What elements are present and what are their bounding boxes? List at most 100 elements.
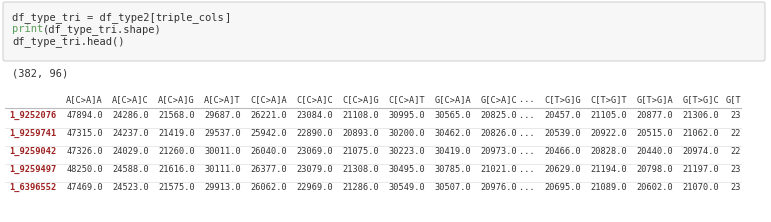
Text: 21075.0: 21075.0 [342,147,379,156]
Text: 20629.0: 20629.0 [544,165,581,174]
Text: 1_9252076: 1_9252076 [10,111,57,120]
Text: 21070.0: 21070.0 [682,183,719,192]
Text: 21197.0: 21197.0 [682,165,719,174]
Text: ...: ... [519,129,535,138]
Text: A[C>A]G: A[C>A]G [158,95,195,104]
Text: 20695.0: 20695.0 [544,183,581,192]
Text: 30549.0: 30549.0 [389,183,425,192]
Text: 29537.0: 29537.0 [204,129,241,138]
Text: 22: 22 [730,129,741,138]
Text: 47469.0: 47469.0 [66,183,103,192]
Text: 21306.0: 21306.0 [682,111,719,120]
Text: 21286.0: 21286.0 [342,183,379,192]
Text: 20826.0: 20826.0 [480,129,517,138]
Text: 21108.0: 21108.0 [342,111,379,120]
Text: 47315.0: 47315.0 [66,129,103,138]
Text: 20457.0: 20457.0 [544,111,581,120]
Text: 21021.0: 21021.0 [480,165,517,174]
Text: C[C>A]A: C[C>A]A [251,95,287,104]
Text: 1_6396552: 1_6396552 [10,183,57,192]
Text: 25942.0: 25942.0 [251,129,287,138]
Text: ]: ] [224,12,231,22]
Text: 21105.0: 21105.0 [591,111,627,120]
Text: 24523.0: 24523.0 [113,183,149,192]
Text: C[T>G]G: C[T>G]G [544,95,581,104]
Text: A[C>A]T: A[C>A]T [204,95,241,104]
Text: 20466.0: 20466.0 [544,147,581,156]
Text: 20976.0: 20976.0 [480,183,517,192]
Text: df_type_tri.head(): df_type_tri.head() [12,36,124,47]
Text: 23: 23 [730,165,741,174]
Text: 20974.0: 20974.0 [682,147,719,156]
Text: 47326.0: 47326.0 [66,147,103,156]
Text: 21260.0: 21260.0 [158,147,195,156]
Text: 1_9259741: 1_9259741 [10,129,57,138]
Text: 30419.0: 30419.0 [434,147,471,156]
Text: 21616.0: 21616.0 [158,165,195,174]
Text: A[C>A]C: A[C>A]C [113,95,149,104]
Text: 1_9259042: 1_9259042 [10,147,57,156]
Text: 20825.0: 20825.0 [480,111,517,120]
Text: 30011.0: 30011.0 [204,147,241,156]
Text: 21062.0: 21062.0 [682,129,719,138]
Text: 30507.0: 30507.0 [434,183,471,192]
Text: (382, 96): (382, 96) [12,68,69,78]
Text: (df_type_tri.shape): (df_type_tri.shape) [43,24,162,35]
Text: print: print [12,24,43,34]
Text: 23: 23 [730,111,741,120]
Text: 21308.0: 21308.0 [342,165,379,174]
Text: 20440.0: 20440.0 [636,147,673,156]
Text: 26062.0: 26062.0 [251,183,287,192]
Text: ...: ... [519,95,535,104]
Text: 20922.0: 20922.0 [591,129,627,138]
Text: 48250.0: 48250.0 [66,165,103,174]
Text: 30200.0: 30200.0 [389,129,425,138]
Text: 20515.0: 20515.0 [636,129,673,138]
Text: G[C>A]A: G[C>A]A [434,95,471,104]
Text: 47894.0: 47894.0 [66,111,103,120]
Text: 22: 22 [730,147,741,156]
Text: 20973.0: 20973.0 [480,147,517,156]
Text: 24588.0: 24588.0 [113,165,149,174]
Text: 20539.0: 20539.0 [544,129,581,138]
Text: ...: ... [519,183,535,192]
Text: 30495.0: 30495.0 [389,165,425,174]
Text: C[C>A]C: C[C>A]C [296,95,333,104]
Text: C[C>A]G: C[C>A]G [342,95,379,104]
FancyBboxPatch shape [3,2,765,61]
Text: ...: ... [519,165,535,174]
Text: G[T: G[T [726,95,741,104]
Text: 30462.0: 30462.0 [434,129,471,138]
Text: A[C>A]A: A[C>A]A [66,95,103,104]
Text: 30223.0: 30223.0 [389,147,425,156]
Text: ...: ... [519,147,535,156]
Text: 26040.0: 26040.0 [251,147,287,156]
Text: 20893.0: 20893.0 [342,129,379,138]
Text: 1_9259497: 1_9259497 [10,165,57,174]
Text: 30565.0: 30565.0 [434,111,471,120]
Text: 20828.0: 20828.0 [591,147,627,156]
Text: G[C>A]C: G[C>A]C [480,95,517,104]
Text: G[T>G]A: G[T>G]A [636,95,673,104]
Text: 23084.0: 23084.0 [296,111,333,120]
Text: G[T>G]C: G[T>G]C [682,95,719,104]
Text: 30111.0: 30111.0 [204,165,241,174]
Text: 21194.0: 21194.0 [591,165,627,174]
Text: ...: ... [519,111,535,120]
Text: 26377.0: 26377.0 [251,165,287,174]
Text: 29913.0: 29913.0 [204,183,241,192]
Text: 29687.0: 29687.0 [204,111,241,120]
Text: 21575.0: 21575.0 [158,183,195,192]
Text: 21419.0: 21419.0 [158,129,195,138]
Text: 23069.0: 23069.0 [296,147,333,156]
Text: 26221.0: 26221.0 [251,111,287,120]
Text: 23079.0: 23079.0 [296,165,333,174]
Text: 30785.0: 30785.0 [434,165,471,174]
Text: 24029.0: 24029.0 [113,147,149,156]
Text: 20877.0: 20877.0 [636,111,673,120]
Text: 23: 23 [730,183,741,192]
Text: 24237.0: 24237.0 [113,129,149,138]
Text: 22969.0: 22969.0 [296,183,333,192]
Text: 30995.0: 30995.0 [389,111,425,120]
Text: C[C>A]T: C[C>A]T [389,95,425,104]
